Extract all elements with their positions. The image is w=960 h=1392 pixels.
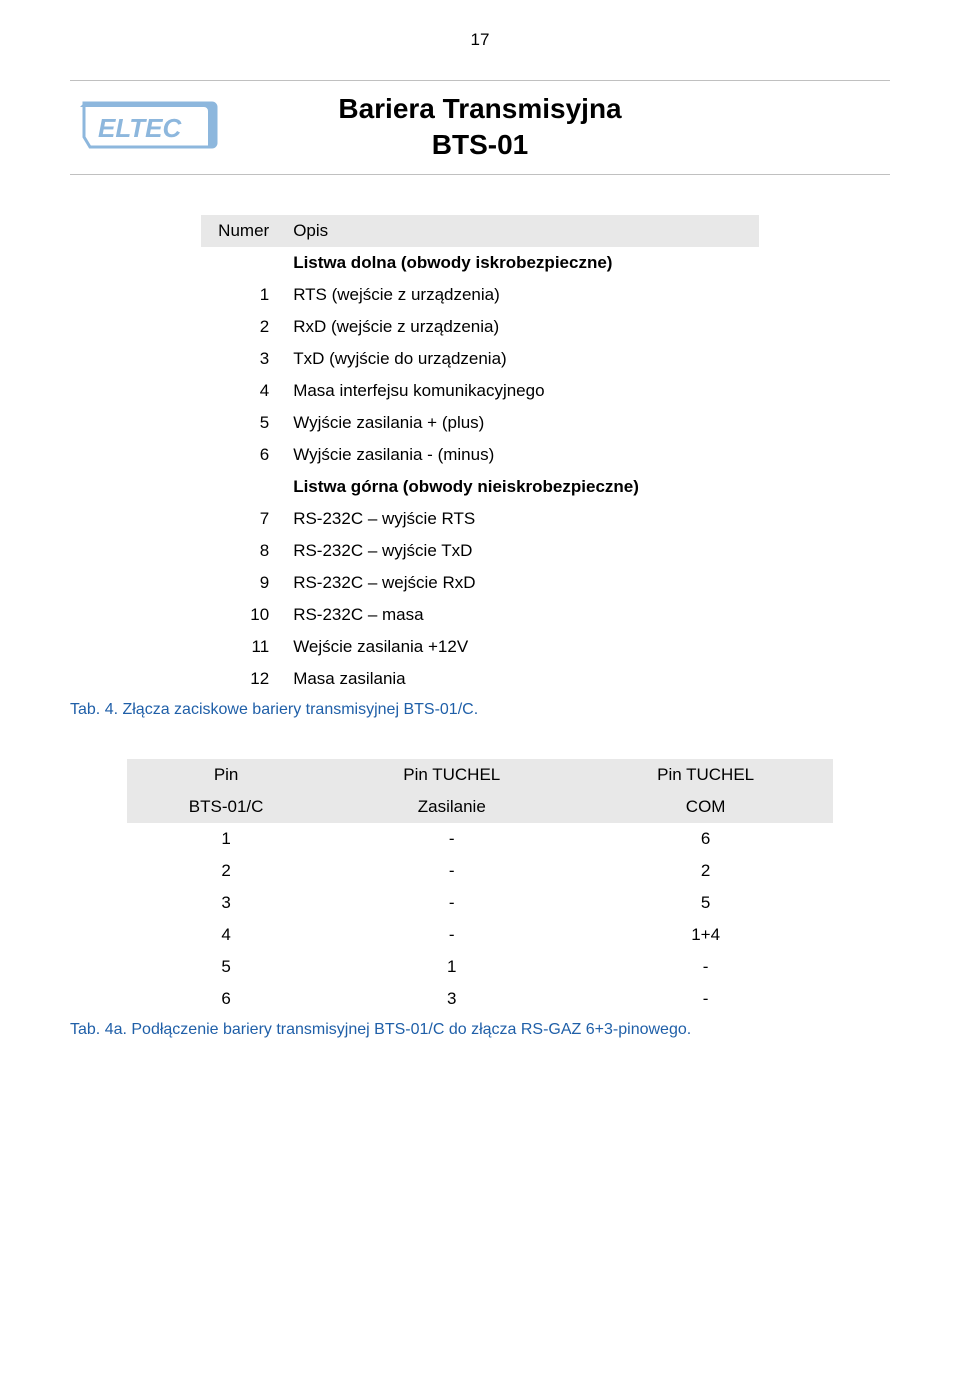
title-line-2: BTS-01 <box>432 129 528 160</box>
table-row: 6Wyjście zasilania - (minus) <box>201 439 759 471</box>
cell-num: 12 <box>201 663 281 695</box>
table-row: 8RS-232C – wyjście TxD <box>201 535 759 567</box>
cell-num: 9 <box>201 567 281 599</box>
table-header-row: Numer Opis <box>201 215 759 247</box>
cell: 3 <box>325 983 579 1015</box>
cell: - <box>579 951 833 983</box>
title-line-1: Bariera Transmisyjna <box>338 93 621 124</box>
col-header-desc: Opis <box>281 215 759 247</box>
cell: - <box>579 983 833 1015</box>
table-row: 7RS-232C – wyjście RTS <box>201 503 759 535</box>
table-row: 12Masa zasilania <box>201 663 759 695</box>
cell: 1 <box>325 951 579 983</box>
col-subheader-pin: BTS-01/C <box>127 791 324 823</box>
document-header: ELTEC Bariera Transmisyjna BTS-01 <box>70 80 890 175</box>
col-header-number: Numer <box>201 215 281 247</box>
cell-desc: RTS (wejście z urządzenia) <box>281 279 759 311</box>
cell: 1 <box>127 823 324 855</box>
cell: 2 <box>579 855 833 887</box>
col-header-pin: Pin <box>127 759 324 791</box>
table-row: 9RS-232C – wejście RxD <box>201 567 759 599</box>
table-section-row: Listwa dolna (obwody iskrobezpieczne) <box>201 247 759 279</box>
pinout-table: Pin Pin TUCHEL Pin TUCHEL BTS-01/C Zasil… <box>127 759 832 1015</box>
cell-desc: Masa interfejsu komunikacyjnego <box>281 375 759 407</box>
cell-desc: RS-232C – wyjście TxD <box>281 535 759 567</box>
terminals-table: Numer Opis Listwa dolna (obwody iskrobez… <box>201 215 759 695</box>
eltec-logo: ELTEC <box>80 97 220 153</box>
cell-num: 8 <box>201 535 281 567</box>
cell-num: 2 <box>201 311 281 343</box>
cell: 1+4 <box>579 919 833 951</box>
cell-desc: Masa zasilania <box>281 663 759 695</box>
table-row: 10RS-232C – masa <box>201 599 759 631</box>
cell-num: 7 <box>201 503 281 535</box>
table-row: 5Wyjście zasilania + (plus) <box>201 407 759 439</box>
cell-desc: Wejście zasilania +12V <box>281 631 759 663</box>
cell: - <box>325 823 579 855</box>
cell-num: 5 <box>201 407 281 439</box>
cell-num: 1 <box>201 279 281 311</box>
cell-num: 3 <box>201 343 281 375</box>
cell-desc: RS-232C – masa <box>281 599 759 631</box>
table-row: 3TxD (wyjście do urządzenia) <box>201 343 759 375</box>
cell-num: 4 <box>201 375 281 407</box>
logo-cell: ELTEC <box>70 97 240 158</box>
table-header-row: BTS-01/C Zasilanie COM <box>127 791 832 823</box>
cell-desc: TxD (wyjście do urządzenia) <box>281 343 759 375</box>
cell-desc: RS-232C – wejście RxD <box>281 567 759 599</box>
cell: 4 <box>127 919 324 951</box>
cell-desc: Wyjście zasilania - (minus) <box>281 439 759 471</box>
table-caption: Tab. 4. Złącza zaciskowe bariery transmi… <box>70 701 890 719</box>
col-subheader-power: Zasilanie <box>325 791 579 823</box>
table-row: 4Masa interfejsu komunikacyjnego <box>201 375 759 407</box>
table-row: 3-5 <box>127 887 832 919</box>
table-header-row: Pin Pin TUCHEL Pin TUCHEL <box>127 759 832 791</box>
cell: 6 <box>579 823 833 855</box>
cell: 3 <box>127 887 324 919</box>
cell-num: 11 <box>201 631 281 663</box>
cell: - <box>325 919 579 951</box>
table-row: 51- <box>127 951 832 983</box>
table-row: 1RTS (wejście z urządzenia) <box>201 279 759 311</box>
cell: 5 <box>579 887 833 919</box>
table-row: 2-2 <box>127 855 832 887</box>
cell-desc: RxD (wejście z urządzenia) <box>281 311 759 343</box>
col-header-tuchel-com: Pin TUCHEL <box>579 759 833 791</box>
table-row: 1-6 <box>127 823 832 855</box>
cell-num: 10 <box>201 599 281 631</box>
cell: 6 <box>127 983 324 1015</box>
table-row: 2RxD (wejście z urządzenia) <box>201 311 759 343</box>
table-section-row: Listwa górna (obwody nieiskrobezpieczne) <box>201 471 759 503</box>
cell: 2 <box>127 855 324 887</box>
cell-num: 6 <box>201 439 281 471</box>
page-number: 17 <box>70 30 890 50</box>
table-row: 63- <box>127 983 832 1015</box>
table-row: 4-1+4 <box>127 919 832 951</box>
col-subheader-com: COM <box>579 791 833 823</box>
table-caption: Tab. 4a. Podłączenie bariery transmisyjn… <box>70 1021 890 1039</box>
section-label: Listwa dolna (obwody iskrobezpieczne) <box>281 247 759 279</box>
cell: - <box>325 855 579 887</box>
document-title: Bariera Transmisyjna BTS-01 <box>240 91 890 164</box>
cell: - <box>325 887 579 919</box>
section-label: Listwa górna (obwody nieiskrobezpieczne) <box>281 471 759 503</box>
cell-desc: RS-232C – wyjście RTS <box>281 503 759 535</box>
col-header-tuchel-power: Pin TUCHEL <box>325 759 579 791</box>
cell-desc: Wyjście zasilania + (plus) <box>281 407 759 439</box>
svg-text:ELTEC: ELTEC <box>98 113 183 143</box>
table-row: 11Wejście zasilania +12V <box>201 631 759 663</box>
cell: 5 <box>127 951 324 983</box>
